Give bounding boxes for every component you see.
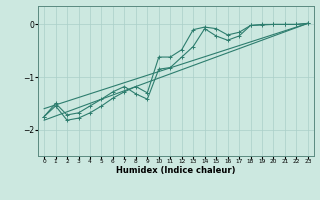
X-axis label: Humidex (Indice chaleur): Humidex (Indice chaleur) xyxy=(116,166,236,175)
